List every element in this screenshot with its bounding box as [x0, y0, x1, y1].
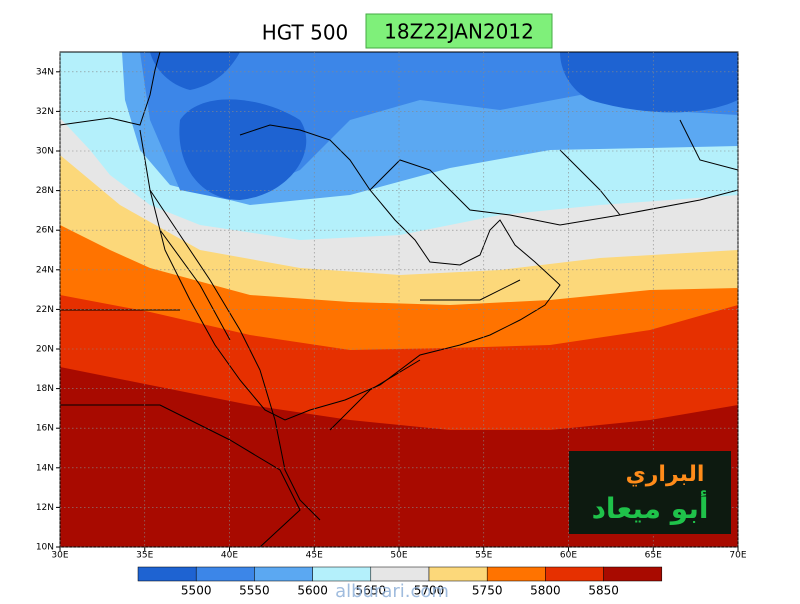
lat-tick-label: 24N — [36, 265, 54, 275]
lat-tick-label: 26N — [36, 226, 54, 236]
lat-tick-label: 12N — [36, 503, 54, 513]
lon-tick-label: 30E — [51, 551, 68, 561]
colorbar-box — [545, 566, 604, 582]
coastline — [60, 404, 301, 548]
logo-line2: أبو ميعاد — [592, 490, 709, 525]
lat-tick-label: 32N — [36, 107, 54, 117]
lon-tick-label: 45E — [306, 551, 323, 561]
lat-tick-label: 28N — [36, 186, 54, 196]
lat-tick-label: 16N — [36, 424, 54, 434]
band — [179, 99, 307, 200]
border — [60, 119, 739, 431]
colorbar-box — [254, 566, 313, 582]
lat-tick-label: 30N — [36, 147, 54, 157]
colorbar-label: 5700 — [414, 584, 445, 598]
lon-tick-label: 40E — [221, 551, 238, 561]
lon-tick-label: 50E — [390, 551, 407, 561]
logo-line1: البراري — [626, 462, 705, 487]
lat-tick-label: 20N — [36, 345, 54, 355]
colorbar-box — [137, 566, 197, 582]
lon-tick-label: 60E — [560, 551, 577, 561]
colorbar-label: 5600 — [297, 584, 328, 598]
lat-tick-label: 34N — [36, 67, 54, 77]
colorbar-box — [195, 566, 255, 582]
band — [560, 52, 738, 113]
lat-tick-label: 14N — [36, 463, 54, 473]
colorbar-box — [486, 566, 546, 582]
colorbar-box — [312, 566, 372, 582]
lon-tick-label: 65E — [645, 551, 662, 561]
coastline — [149, 189, 321, 521]
colorbar-label: 5650 — [356, 584, 387, 598]
lat-tick-label: 22N — [36, 305, 54, 315]
date-box — [365, 13, 553, 49]
band — [150, 52, 240, 90]
lat-tick-label: 18N — [36, 384, 54, 394]
colorbar-label: 5750 — [472, 584, 503, 598]
coastline — [139, 124, 561, 421]
colorbar: 5500 5550 5600 5650 5700 5750 5800 5850 — [137, 566, 663, 598]
colorbar-box — [370, 566, 430, 582]
coastline — [59, 51, 161, 126]
lon-tick-label: 70E — [729, 551, 746, 561]
lat-tick-label: 10N — [36, 543, 54, 553]
coastline — [369, 159, 739, 226]
colorbar-box — [428, 566, 488, 582]
colorbar-label: 5550 — [239, 584, 270, 598]
lon-tick-label: 55E — [475, 551, 492, 561]
date: 18Z22JAN2012 — [384, 20, 534, 44]
logo-box — [569, 451, 731, 534]
height-field — [60, 52, 738, 547]
title: HGT 500 — [262, 21, 349, 45]
watermark: alburari.com — [335, 581, 449, 600]
colorbar-label: 5500 — [181, 584, 212, 598]
colorbar-box — [603, 566, 663, 582]
colorbar-label: 5850 — [588, 584, 619, 598]
lon-tick-label: 35E — [136, 551, 153, 561]
colorbar-label: 5800 — [530, 584, 561, 598]
